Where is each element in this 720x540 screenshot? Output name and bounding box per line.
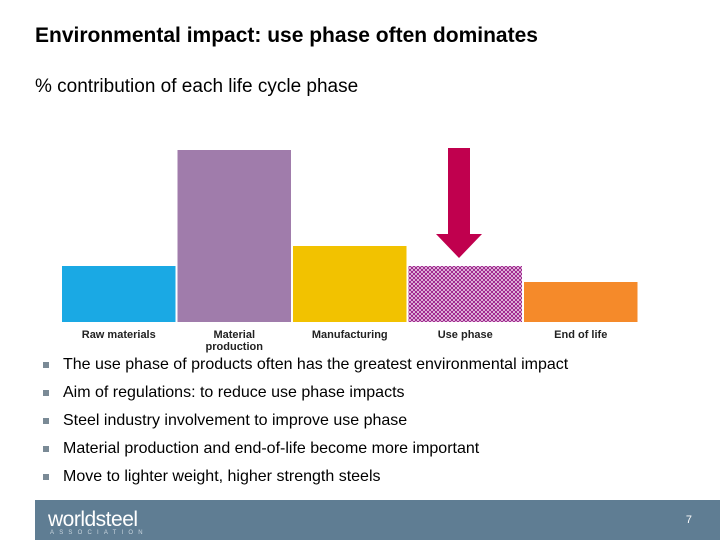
category-label: Material production bbox=[205, 329, 263, 353]
arrow bbox=[436, 148, 482, 258]
bullet-list: The use phase of products often has the … bbox=[40, 352, 568, 492]
bar bbox=[62, 266, 176, 322]
category-label: Manufacturing bbox=[311, 329, 388, 341]
footer: worldsteel ASSOCIATION 7 bbox=[35, 500, 720, 540]
bullet: Steel industry involvement to improve us… bbox=[40, 408, 568, 436]
bar bbox=[524, 282, 638, 322]
logo-subtitle: ASSOCIATION bbox=[50, 530, 148, 536]
logo: worldsteel bbox=[48, 508, 138, 531]
slide-title: Environmental impact: use phase often do… bbox=[35, 24, 538, 47]
bar bbox=[293, 246, 407, 322]
category-label: Use phase bbox=[437, 329, 493, 341]
page-number: 7 bbox=[685, 514, 692, 526]
category-label: End of life bbox=[554, 329, 608, 341]
bullet: Move to lighter weight, higher strength … bbox=[40, 464, 568, 492]
bar bbox=[408, 266, 522, 322]
bullet: The use phase of products often has the … bbox=[40, 352, 568, 380]
category-label: Raw materials bbox=[81, 329, 156, 341]
bullet: Material production and end-of-life beco… bbox=[40, 436, 568, 464]
bullet: Aim of regulations: to reduce use phase … bbox=[40, 380, 568, 408]
subtitle: % contribution of each life cycle phase bbox=[35, 76, 359, 97]
bar bbox=[177, 150, 291, 322]
chart bbox=[62, 148, 638, 322]
